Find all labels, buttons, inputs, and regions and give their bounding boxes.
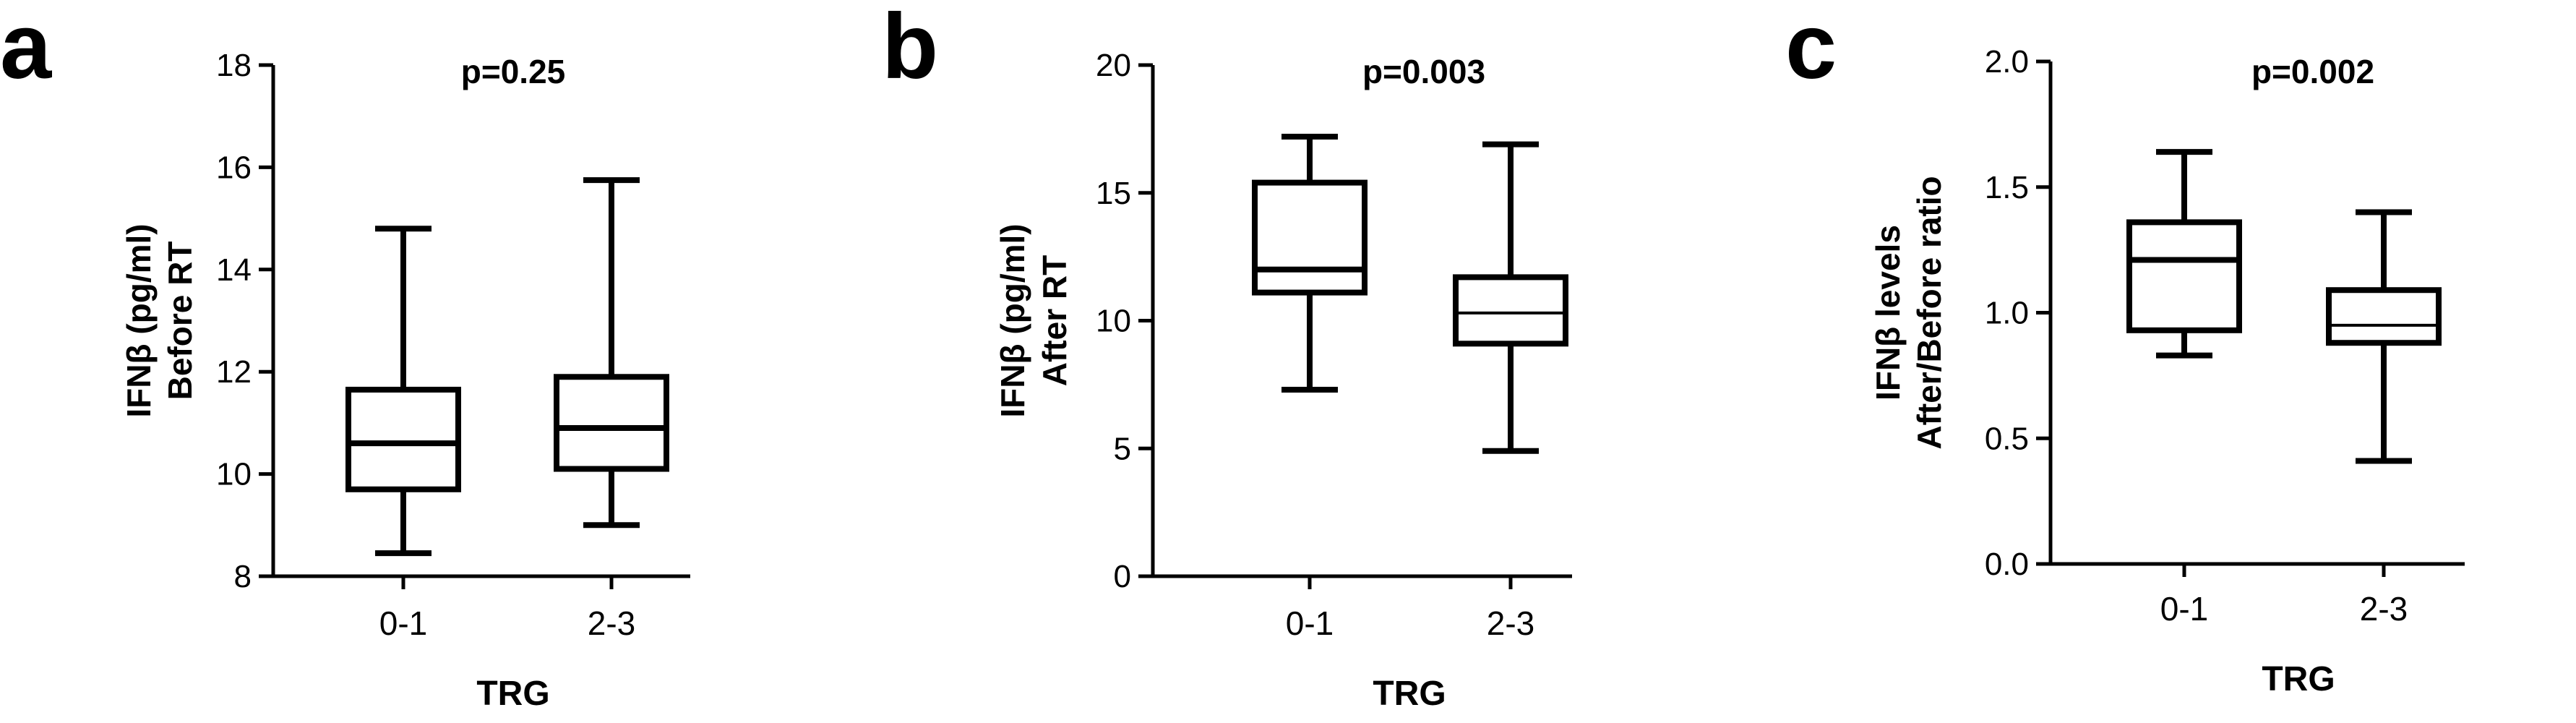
box-0-1 [1252,133,1368,393]
y-tick-label: 10 [1096,304,1131,339]
p-value-title: p=0.002 [2251,53,2374,90]
box-2-3 [554,177,669,529]
y-tick-label: 0 [1114,559,1131,594]
y-tick-label: 18 [216,48,252,83]
panel-letter: c [1785,0,1837,98]
y-tick-label: 16 [216,150,252,185]
y-tick-label: 5 [1114,431,1131,466]
y-tick-label: 1.0 [1985,296,2029,331]
x-tick-label: 0-1 [379,604,427,642]
box-2-3 [1453,141,1568,454]
panel-c: c p=0.002 0.0 0.5 1.0 1.5 2.0 IFNβ levels After/… [1785,0,2465,698]
panel-b: b p=0.003 0 5 10 15 20 IFNβ (pg/ml) After RT 0-1 2… [882,0,1572,713]
y-axis-title: After RT [1036,255,1073,386]
x-axis-title: TRG [2262,660,2335,698]
x-tick-label: 2-3 [1487,604,1534,642]
x-axis-title: TRG [1373,675,1446,713]
y-tick-label: 20 [1096,48,1131,83]
y-axis-title: IFNβ levels [1869,225,1907,401]
y-tick-label: 10 [216,457,252,492]
iqr-box [2126,219,2242,333]
panel-letter: a [0,0,52,98]
y-tick-label: 8 [234,559,252,594]
box-2-3 [2326,209,2442,464]
y-axis-title: Before RT [161,241,199,401]
x-axis-title: TRG [476,675,549,713]
y-tick-label: 12 [216,354,252,390]
panel-a: a p=0.25 8 10 12 14 16 18 IFNβ (pg/ml) Before RT 0… [0,0,690,713]
panel-letter: b [882,0,938,98]
x-tick-label: 2-3 [2360,590,2408,628]
iqr-box [2326,287,2442,346]
x-tick-label: 2-3 [588,604,635,642]
iqr-box [554,374,669,472]
y-tick-label: 0.0 [1985,547,2029,582]
p-value-title: p=0.003 [1362,53,1485,90]
iqr-box [1453,274,1568,347]
iqr-box [345,386,461,492]
y-tick-label: 2.0 [1985,44,2029,80]
y-axis-title: IFNβ (pg/ml) [120,223,158,417]
x-tick-label: 0-1 [2160,590,2208,628]
x-tick-label: 0-1 [1286,604,1334,642]
y-axis-title: IFNβ (pg/ml) [994,223,1031,417]
y-tick-label: 0.5 [1985,421,2029,456]
y-tick-label: 15 [1096,176,1131,211]
box-0-1 [2126,149,2242,359]
iqr-box [1252,179,1368,296]
p-value-title: p=0.25 [461,53,566,90]
y-axis-title: After/Before ratio [1910,176,1948,449]
y-tick-label: 14 [216,252,252,288]
box-0-1 [345,226,461,557]
y-tick-label: 1.5 [1985,170,2029,205]
